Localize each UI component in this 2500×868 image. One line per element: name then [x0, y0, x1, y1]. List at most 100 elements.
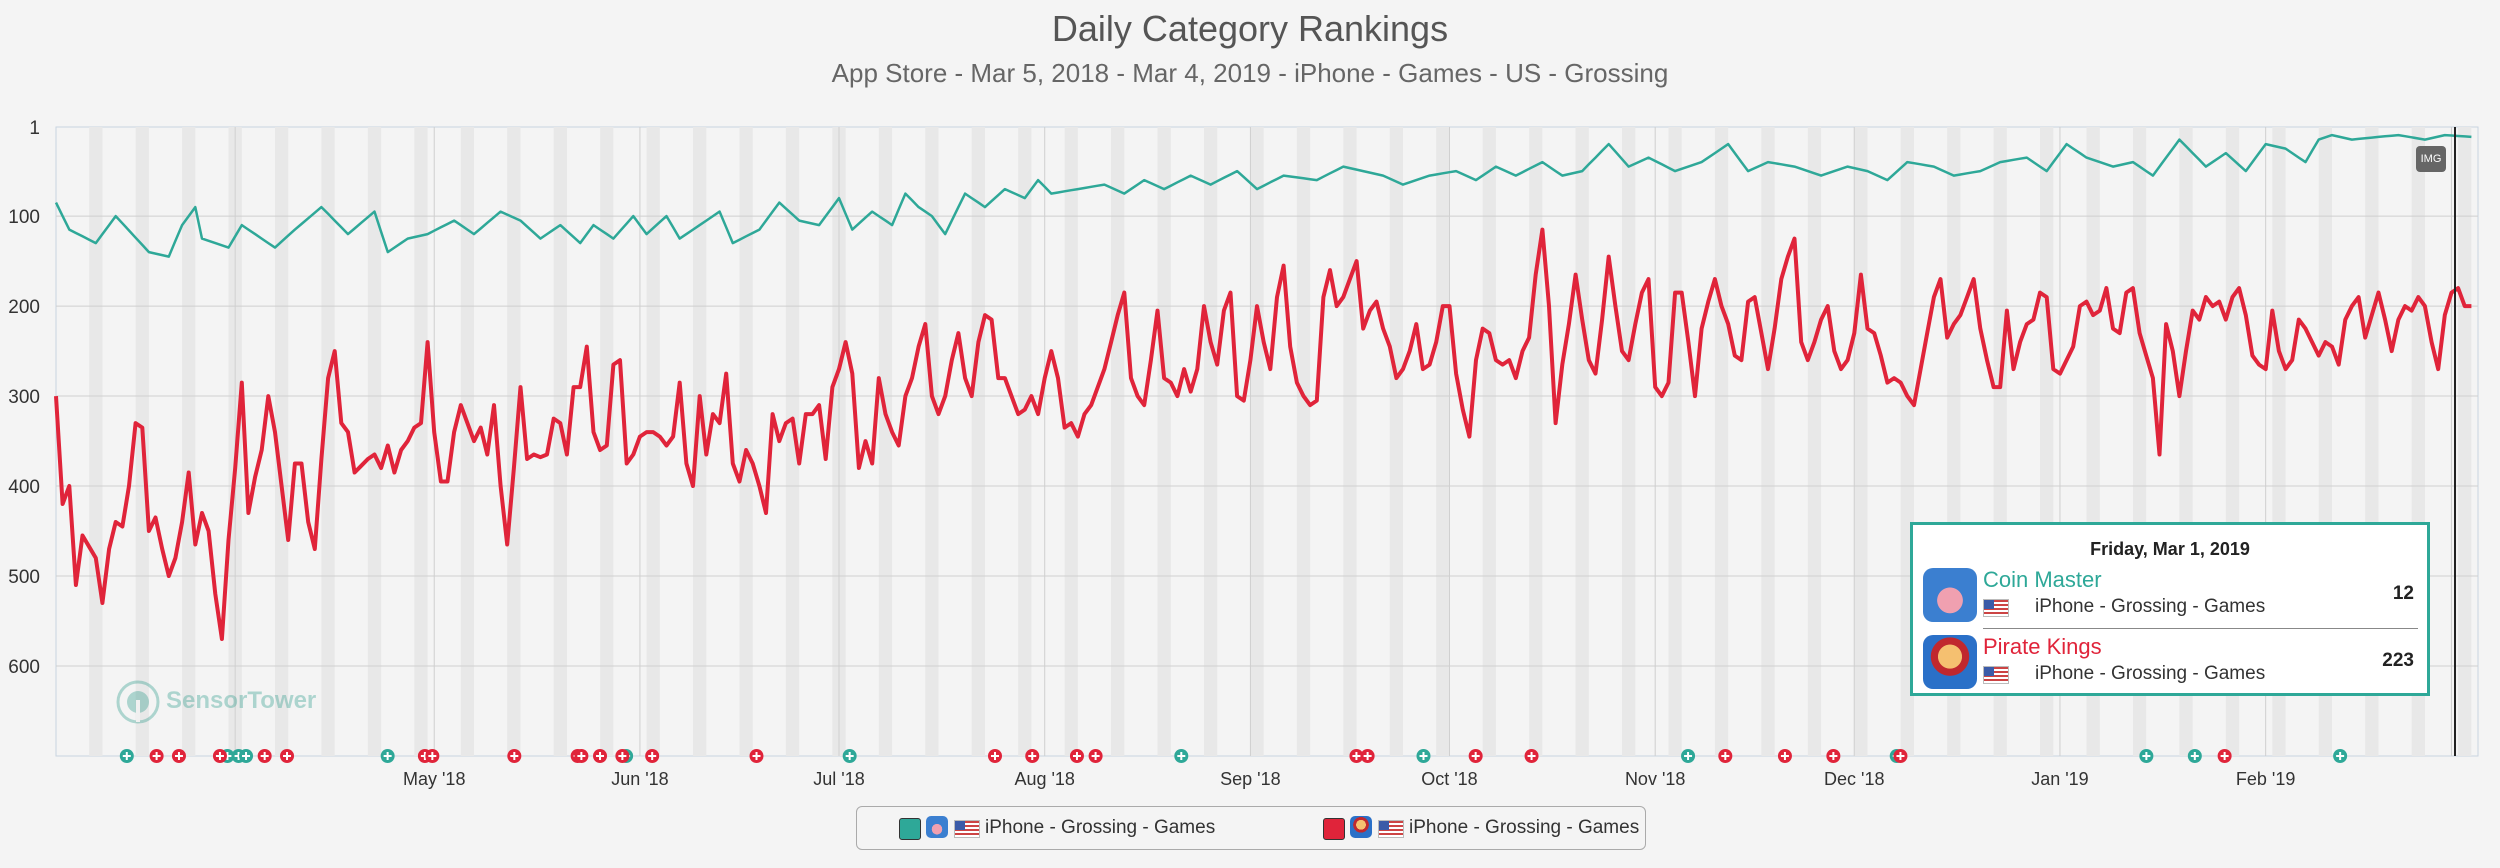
event-marker-pirate-kings [987, 749, 1002, 763]
coin-master-app-icon [1923, 568, 1977, 622]
event-marker-pirate-kings [1468, 749, 1483, 763]
y-tick-label: 500 [8, 567, 40, 588]
event-marker-pirate-kings [1893, 749, 1908, 763]
x-tick-label: Jun '18 [611, 769, 668, 789]
weekend-band [1018, 127, 1032, 756]
y-tick-label: 1 [29, 118, 40, 139]
event-marker-pirate-kings [1777, 749, 1792, 763]
weekend-band [1668, 127, 1682, 756]
tooltip-app-name: Coin Master [1983, 567, 2102, 592]
tooltip-row-coin-master: Coin Master iPhone - Grossing - Games 12 [1923, 565, 2418, 627]
weekend-band [460, 127, 475, 756]
weekend-band [1250, 127, 1264, 756]
weekend-band [1529, 127, 1543, 756]
event-marker-coin-master [2333, 749, 2348, 763]
weekend-band [1064, 127, 1078, 756]
chart-legend: iPhone - Grossing - Games iPhone - Gross… [856, 806, 1646, 850]
tooltip-app-name: Pirate Kings [1983, 634, 2102, 659]
x-tick-label: Nov '18 [1625, 769, 1685, 789]
weekend-band [89, 127, 103, 756]
weekend-band [925, 127, 939, 756]
event-marker-coin-master [1174, 749, 1189, 763]
event-marker-pirate-kings [1349, 749, 1364, 763]
sensortower-logo-icon [116, 680, 160, 724]
weekend-band [414, 127, 428, 756]
weekend-band [1714, 127, 1729, 756]
weekend-band [1436, 127, 1450, 756]
event-marker-pirate-kings [1360, 749, 1375, 763]
weekend-band [321, 127, 335, 756]
event-marker-pirate-kings [615, 749, 630, 763]
event-marker-coin-master [1416, 749, 1431, 763]
y-tick-label: 300 [8, 387, 40, 408]
tooltip-app-sub: iPhone - Grossing - Games [2035, 663, 2266, 684]
legend-label: iPhone - Grossing - Games [985, 817, 1216, 838]
weekend-band [2458, 127, 2472, 756]
event-marker-pirate-kings [507, 749, 522, 763]
x-tick-label: Aug '18 [1014, 769, 1075, 789]
event-marker-coin-master [119, 749, 134, 763]
weekend-band [1111, 127, 1125, 756]
y-tick-label: 400 [8, 477, 40, 498]
weekend-band [1482, 127, 1496, 756]
weekend-band [785, 127, 800, 756]
weekend-band [646, 127, 660, 756]
x-tick-label: Oct '18 [1421, 769, 1477, 789]
weekend-band [1157, 127, 1171, 756]
us-flag-icon [1378, 820, 1404, 838]
event-marker-coin-master [2139, 749, 2154, 763]
series-line-coin-master [54, 133, 2472, 258]
legend-label: iPhone - Grossing - Games [1409, 817, 1640, 838]
weekend-band [182, 127, 196, 756]
event-marker-pirate-kings [149, 749, 164, 763]
tooltip-app-sub: iPhone - Grossing - Games [2035, 596, 2266, 617]
weekend-band [1854, 127, 1868, 756]
weekend-band [507, 127, 521, 756]
weekend-band [1575, 127, 1589, 756]
tooltip-separator [1983, 628, 2418, 629]
weekend-band [878, 127, 893, 756]
event-marker-pirate-kings [212, 749, 227, 763]
event-marker-pirate-kings [749, 749, 764, 763]
tooltip-rank-value: 12 [2392, 583, 2414, 604]
event-marker-pirate-kings [645, 749, 660, 763]
us-flag-icon [954, 820, 980, 838]
y-tick-label: 600 [8, 657, 40, 678]
weekend-band [739, 127, 753, 756]
weekend-band [1296, 127, 1311, 756]
weekend-band [1622, 127, 1636, 756]
pirate-kings-app-icon [1923, 635, 1977, 689]
weekend-band [693, 127, 707, 756]
y-tick-label: 100 [8, 207, 40, 228]
event-marker-coin-master [842, 749, 857, 763]
chart-subtitle: App Store - Mar 5, 2018 - Mar 4, 2019 - … [831, 58, 1669, 88]
x-tick-label: Jul '18 [813, 769, 864, 789]
chart-title: Daily Category Rankings [1051, 8, 1449, 49]
weekend-band [1761, 127, 1775, 756]
event-marker-pirate-kings [1069, 749, 1084, 763]
weekend-band [971, 127, 985, 756]
weekend-band [1389, 127, 1404, 756]
weekend-band [1343, 127, 1357, 756]
event-marker-pirate-kings [1025, 749, 1040, 763]
event-marker-coin-master [1681, 749, 1696, 763]
y-tick-label: 200 [8, 297, 40, 318]
event-marker-pirate-kings [280, 749, 295, 763]
hover-tooltip: Friday, Mar 1, 2019 Coin Master iPhone -… [1910, 522, 2430, 696]
x-tick-label: Jan '19 [2031, 769, 2088, 789]
weekend-band [1203, 127, 1218, 756]
weekend-band [367, 127, 382, 756]
event-marker-coin-master [2187, 749, 2202, 763]
weekend-band [1807, 127, 1822, 756]
us-flag-icon [1983, 666, 2009, 684]
event-marker-pirate-kings [257, 749, 272, 763]
event-marker-pirate-kings [2217, 749, 2232, 763]
event-marker-coin-master [380, 749, 395, 763]
coin-master-app-icon [926, 816, 948, 838]
event-marker-pirate-kings [574, 749, 589, 763]
image-badge[interactable]: IMG [2416, 146, 2446, 172]
legend-color-swatch [1323, 818, 1345, 840]
series-line-pirate-kings [54, 227, 2472, 641]
x-tick-label: Dec '18 [1824, 769, 1884, 789]
event-marker-pirate-kings [1088, 749, 1103, 763]
